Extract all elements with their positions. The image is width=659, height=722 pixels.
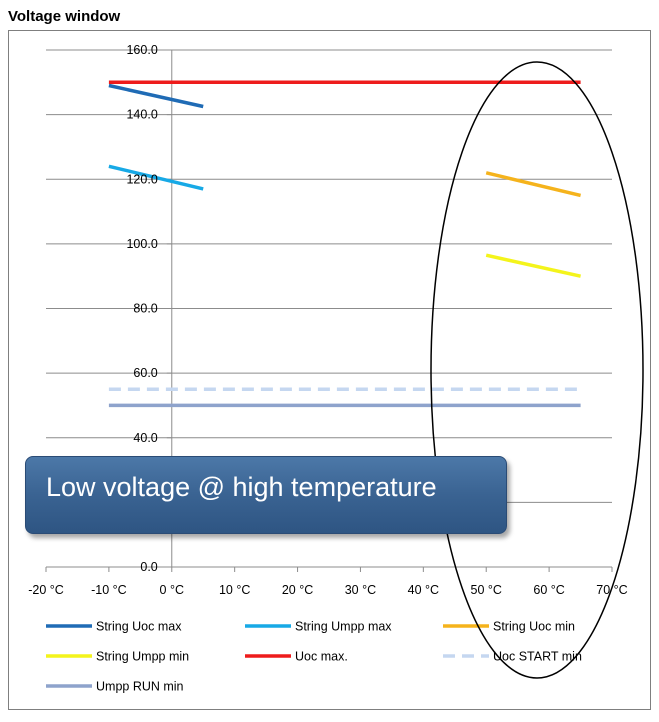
y-tick-label: 0.0 bbox=[140, 560, 157, 574]
x-tick-labels: -20 °C -10 °C 0 °C 10 °C 20 °C 30 °C 40 °C 50 °… bbox=[28, 583, 627, 597]
x-tick-label: 70 °C bbox=[596, 583, 627, 597]
series-line-1 bbox=[108, 164, 204, 191]
x-tick-label: 40 °C bbox=[408, 583, 439, 597]
y-tick-label: 60.0 bbox=[133, 366, 157, 380]
x-tick-label: 50 °C bbox=[471, 583, 502, 597]
x-tick-label: 30 °C bbox=[345, 583, 376, 597]
legend-label-4: Uoc max. bbox=[295, 650, 348, 664]
series-line-0 bbox=[108, 83, 204, 109]
x-tick-label: -20 °C bbox=[28, 583, 64, 597]
series-line-3 bbox=[485, 253, 581, 278]
callout-box: Low voltage @ high temperature bbox=[25, 456, 507, 534]
legend: String Uoc max String Umpp max String Uoc … bbox=[46, 620, 582, 694]
legend-label-2: String Uoc min bbox=[493, 620, 575, 634]
x-tick-label: 10 °C bbox=[219, 583, 250, 597]
callout-text: Low voltage @ high temperature bbox=[46, 472, 437, 502]
x-tick-label: -10 °C bbox=[91, 583, 127, 597]
series-lines bbox=[108, 80, 582, 408]
highlight-ellipse bbox=[430, 61, 644, 679]
legend-label-3: String Umpp min bbox=[96, 650, 189, 664]
y-tick-label: 160.0 bbox=[126, 43, 157, 57]
legend-label-1: String Umpp max bbox=[295, 620, 392, 634]
legend-label-6: Umpp RUN min bbox=[96, 680, 184, 694]
x-tick-label: 60 °C bbox=[533, 583, 564, 597]
y-tick-label: 40.0 bbox=[133, 431, 157, 445]
x-tick-label: 0 °C bbox=[160, 583, 184, 597]
x-tick-label: 20 °C bbox=[282, 583, 313, 597]
y-tick-label: 140.0 bbox=[126, 108, 157, 122]
y-tick-label: 120.0 bbox=[126, 172, 157, 186]
series-line-2 bbox=[485, 171, 582, 198]
y-tick-label: 100.0 bbox=[126, 237, 157, 251]
legend-label-0: String Uoc max bbox=[96, 620, 182, 634]
chart-title: Voltage window bbox=[8, 8, 121, 25]
y-tick-label: 80.0 bbox=[133, 302, 157, 316]
chart-frame bbox=[8, 30, 651, 710]
legend-label-5: Uoc START min bbox=[493, 650, 582, 664]
